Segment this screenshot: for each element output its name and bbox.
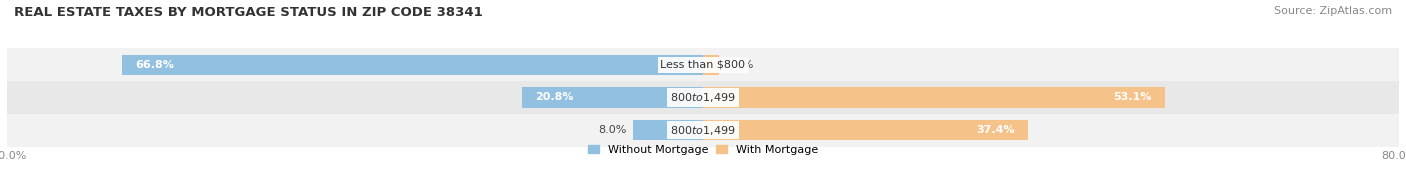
Bar xyxy=(703,87,1166,108)
Text: $800 to $1,499: $800 to $1,499 xyxy=(671,124,735,137)
Bar xyxy=(703,120,1028,140)
Bar xyxy=(122,55,703,75)
Text: 1.8%: 1.8% xyxy=(725,60,754,70)
Text: Source: ZipAtlas.com: Source: ZipAtlas.com xyxy=(1274,6,1392,16)
Text: 8.0%: 8.0% xyxy=(598,125,627,135)
Text: 37.4%: 37.4% xyxy=(977,125,1015,135)
Bar xyxy=(633,120,703,140)
Bar xyxy=(7,81,1399,114)
Bar xyxy=(7,114,1399,147)
Bar xyxy=(703,55,718,75)
Text: 20.8%: 20.8% xyxy=(536,92,574,103)
Legend: Without Mortgage, With Mortgage: Without Mortgage, With Mortgage xyxy=(588,145,818,155)
Text: REAL ESTATE TAXES BY MORTGAGE STATUS IN ZIP CODE 38341: REAL ESTATE TAXES BY MORTGAGE STATUS IN … xyxy=(14,6,482,19)
Text: 66.8%: 66.8% xyxy=(135,60,174,70)
Text: 53.1%: 53.1% xyxy=(1114,92,1152,103)
Bar xyxy=(522,87,703,108)
Bar xyxy=(7,48,1399,81)
Text: Less than $800: Less than $800 xyxy=(661,60,745,70)
Text: $800 to $1,499: $800 to $1,499 xyxy=(671,91,735,104)
